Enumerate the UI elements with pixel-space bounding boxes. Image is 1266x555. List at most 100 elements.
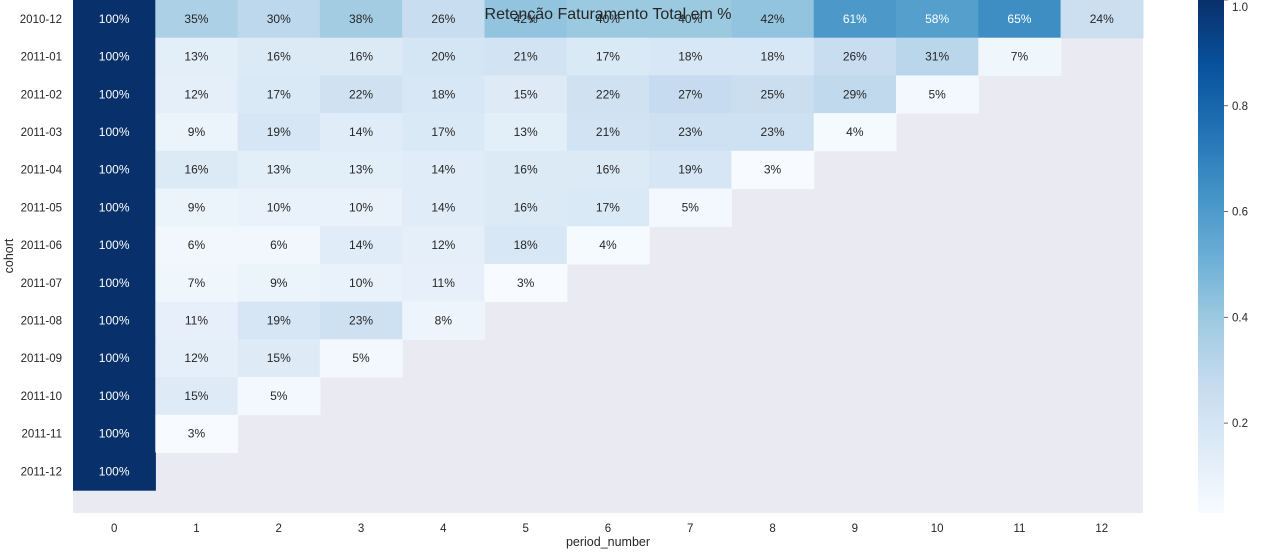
x-tick-label: 2	[276, 523, 282, 535]
cell-label: 18%	[678, 50, 702, 64]
heatmap-cell	[649, 0, 732, 39]
heatmap-cell	[73, 226, 156, 265]
cell-label: 100%	[99, 389, 130, 403]
y-axis-label: cohort	[2, 238, 16, 273]
heatmap-cell	[649, 188, 732, 227]
cell-label: 16%	[596, 163, 620, 177]
heatmap-cell	[237, 339, 321, 378]
heatmap-cell	[649, 75, 732, 114]
heatmap-cell	[319, 75, 403, 114]
heatmap-cell	[237, 150, 321, 190]
cell-label: 13%	[514, 125, 538, 139]
heatmap-cell	[319, 226, 403, 265]
heatmap-cell	[237, 75, 321, 114]
y-tick-label: 2011-01	[21, 52, 62, 64]
heatmap-cell	[484, 188, 568, 227]
heatmap-cell	[73, 339, 156, 378]
cell-label: 16%	[514, 163, 538, 177]
cell-label: 17%	[596, 50, 620, 64]
cell-label: 17%	[267, 87, 291, 101]
cell-label: 6%	[188, 238, 206, 252]
x-axis-label: period_number	[566, 535, 650, 549]
colorbar-tick-label: 0.8	[1232, 101, 1248, 113]
colorbar-tick-label: 0.6	[1232, 207, 1248, 219]
heatmap-cell	[155, 301, 239, 340]
heatmap-cell	[402, 263, 486, 303]
cell-label: 9%	[188, 125, 206, 139]
heatmap-cell	[155, 339, 239, 378]
heatmap-cell	[813, 75, 897, 114]
heatmap-cell	[566, 188, 650, 227]
heatmap-cell	[73, 75, 156, 114]
heatmap-cell	[319, 263, 403, 303]
cell-label: 31%	[925, 50, 949, 64]
cell-label: 5%	[352, 351, 370, 365]
heatmap-cell	[319, 113, 403, 152]
heatmap-cell	[319, 0, 403, 39]
cell-label: 22%	[349, 87, 373, 101]
x-tick-label: 4	[440, 523, 447, 535]
heatmap-cell	[319, 339, 403, 378]
cell-label: 100%	[99, 50, 130, 64]
heatmap-cell	[319, 301, 403, 340]
cell-label: 42%	[514, 12, 538, 26]
cell-label: 100%	[99, 125, 130, 139]
cell-label: 23%	[761, 125, 785, 139]
heatmap-cell	[155, 75, 239, 114]
cell-label: 42%	[761, 12, 785, 26]
heatmap-cell	[896, 0, 979, 39]
y-tick-label: 2011-04	[21, 165, 63, 177]
cell-label: 38%	[349, 12, 373, 26]
heatmap-cell	[402, 113, 486, 152]
heatmap-cell	[155, 113, 239, 152]
heatmap-cell	[237, 263, 321, 303]
cell-label: 6%	[270, 238, 288, 252]
cell-label: 11%	[185, 313, 208, 327]
cell-label: 40%	[596, 12, 620, 26]
heatmap-cell	[484, 0, 568, 39]
cell-label: 23%	[349, 313, 373, 327]
heatmap-cell	[1060, 0, 1144, 39]
heatmap-cell	[566, 0, 650, 39]
heatmap-cell	[155, 150, 239, 190]
cell-label: 3%	[188, 427, 206, 441]
y-axis-ticks: 2010-12 2011-01 2011-02 2011-03 2011-04 2011-…	[20, 14, 63, 478]
heatmap-cell	[402, 0, 486, 39]
heatmap-cell	[484, 226, 568, 265]
x-tick-label: 10	[931, 523, 944, 535]
cell-label: 10%	[349, 276, 373, 290]
cell-label: 100%	[99, 351, 130, 365]
heatmap-cell	[813, 0, 897, 39]
heatmap-cell	[978, 37, 1062, 76]
cell-label: 100%	[99, 200, 130, 214]
heatmap-cell	[73, 37, 156, 76]
cell-label: 22%	[596, 87, 620, 101]
cell-label: 30%	[267, 12, 291, 26]
cell-label: 100%	[99, 238, 130, 252]
cell-label: 14%	[431, 163, 455, 177]
cell-label: 23%	[678, 125, 702, 139]
cell-label: 17%	[431, 125, 455, 139]
heatmap-cell	[73, 263, 156, 303]
cell-label: 17%	[596, 200, 620, 214]
colorbar-tick-label: 0.2	[1232, 418, 1248, 430]
heatmap-cell	[155, 226, 239, 265]
cell-label: 29%	[843, 87, 867, 101]
x-tick-label: 6	[605, 523, 611, 535]
heatmap-cell	[73, 150, 156, 190]
y-tick-label: 2011-11	[22, 429, 63, 441]
x-tick-label: 1	[193, 523, 199, 535]
cell-label: 100%	[99, 464, 130, 478]
heatmap-cell	[402, 226, 486, 265]
heatmap-cell	[237, 37, 321, 76]
cell-label: 21%	[596, 125, 620, 139]
heatmap-cell	[73, 113, 156, 152]
cell-label: 12%	[184, 87, 208, 101]
heatmap-cell	[484, 263, 568, 303]
cell-label: 100%	[99, 276, 130, 290]
cell-label: 16%	[184, 163, 208, 177]
cell-label: 13%	[349, 163, 373, 177]
y-tick-label: 2011-12	[21, 466, 62, 478]
cell-label: 15%	[184, 389, 208, 403]
heatmap-cell	[484, 150, 568, 190]
